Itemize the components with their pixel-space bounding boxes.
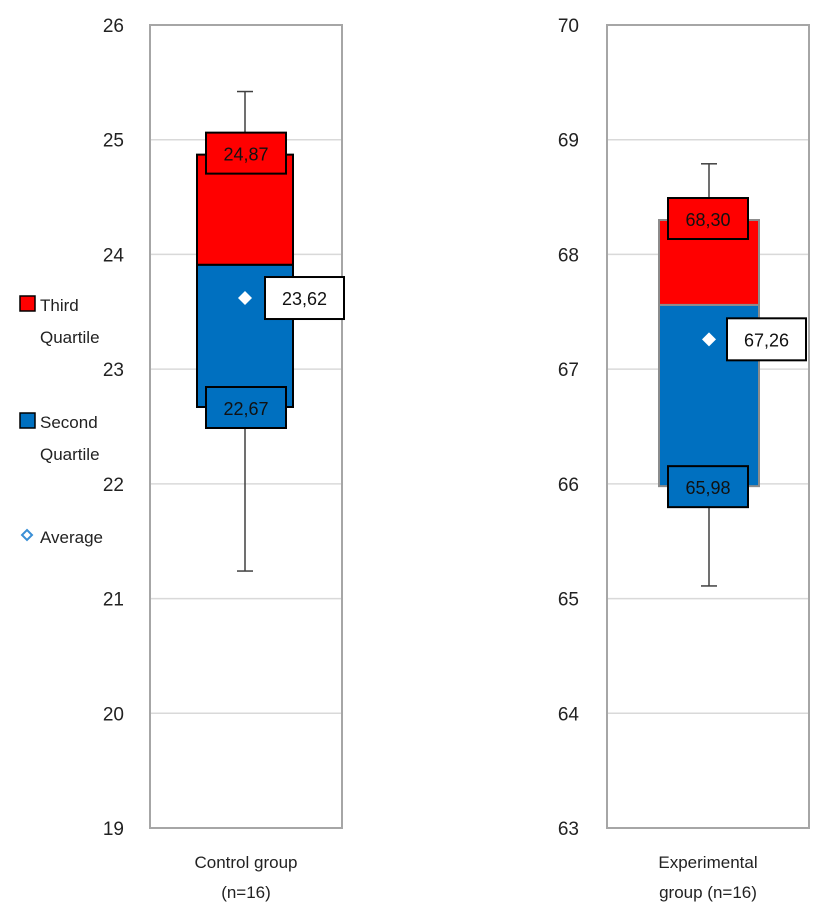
- control-y-tick-label: 23: [103, 360, 124, 381]
- legend-label-1: Second: [40, 413, 98, 432]
- experimental-q1-label: 65,98: [685, 478, 730, 498]
- legend-marker-2: [20, 528, 34, 542]
- legend-label-2: Average: [40, 528, 103, 547]
- legend-marker-1: [19, 412, 36, 429]
- experimental-y-tick-label: 63: [558, 819, 579, 840]
- control-q3-label-box: [205, 131, 287, 175]
- control-q3-label: 24,87: [223, 145, 268, 165]
- control-y-tick-label: 21: [103, 590, 124, 611]
- control-y-tick-label: 25: [103, 131, 124, 152]
- control-y-tick-label: 24: [103, 245, 125, 266]
- experimental-y-tick-label: 64: [558, 704, 580, 725]
- control-y-tick-label: 22: [103, 475, 124, 496]
- legend-label-0: Third: [40, 296, 79, 315]
- control-mean-marker: [238, 291, 252, 306]
- experimental-mean-marker: [702, 332, 716, 347]
- experimental-mean-label: 67,26: [744, 330, 789, 350]
- experimental-y-tick-label: 65: [558, 590, 579, 611]
- control-mean-label-box: [264, 276, 345, 321]
- experimental-y-tick-label: 68: [558, 245, 579, 266]
- legend-marker-0: [19, 295, 36, 312]
- control-category-label: Control group: [194, 853, 297, 872]
- experimental-q3-label: 68,30: [685, 210, 730, 230]
- control-q1-label-box: [205, 385, 287, 429]
- control-y-tick-label: 20: [103, 704, 124, 725]
- experimental-q3-label-box: [667, 197, 749, 241]
- control-q1-label: 22,67: [223, 399, 268, 419]
- experimental-mean-label-box: [726, 317, 807, 362]
- experimental-y-tick-label: 66: [558, 475, 579, 496]
- control-plot-frame: [149, 24, 343, 829]
- experimental-y-tick-label: 69: [558, 131, 579, 152]
- experimental-y-tick-label: 70: [558, 16, 579, 37]
- control-y-tick-label: 19: [103, 819, 124, 840]
- experimental-plot-frame: [606, 24, 810, 829]
- experimental-q1-label-box: [667, 465, 749, 509]
- control-mean-label: 23,62: [282, 289, 327, 309]
- experimental-y-tick-label: 67: [558, 360, 579, 381]
- legend-label-0-line2: Quartile: [40, 328, 100, 347]
- legend-label-1-line2: Quartile: [40, 445, 100, 464]
- experimental-category-label: Experimental: [658, 853, 757, 872]
- control-y-tick-label: 26: [103, 16, 124, 37]
- control-category-label-line2: (n=16): [221, 883, 271, 902]
- experimental-category-label-line2: group (n=16): [659, 883, 757, 902]
